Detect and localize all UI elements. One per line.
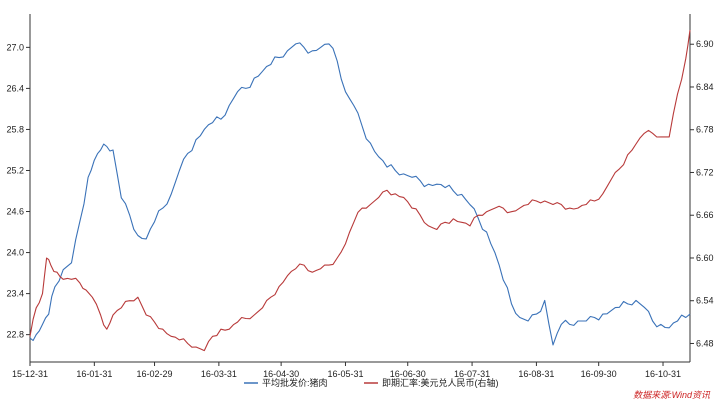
right-tick-label: 6.66 bbox=[696, 210, 714, 220]
left-axis-ticks: 22.8 23.4 24.0 24.6 25.2 25.8 26.4 27.0 bbox=[6, 42, 30, 340]
x-tick-label: 15-12-31 bbox=[12, 369, 48, 379]
x-tick-label: 16-07-31 bbox=[454, 369, 490, 379]
x-tick-label: 16-10-31 bbox=[645, 369, 681, 379]
x-axis-ticks: 15-12-31 16-01-31 16-02-29 16-03-31 16-04-30… bbox=[12, 362, 681, 379]
legend-label: 即期汇率:美元兑人民币(右轴) bbox=[382, 377, 499, 388]
legend: 平均批发价:猪肉 即期汇率:美元兑人民币(右轴) bbox=[244, 377, 499, 388]
right-tick-label: 6.54 bbox=[696, 296, 714, 306]
right-axis-ticks: 6.48 6.54 6.60 6.66 6.72 6.78 6.84 6.90 bbox=[690, 39, 714, 348]
left-tick-label: 24.6 bbox=[6, 207, 24, 217]
left-tick-label: 22.8 bbox=[6, 330, 24, 340]
left-tick-label: 25.2 bbox=[6, 165, 24, 175]
right-tick-label: 6.72 bbox=[696, 167, 714, 177]
x-tick-label: 16-03-31 bbox=[201, 369, 237, 379]
right-tick-label: 6.60 bbox=[696, 253, 714, 263]
right-tick-label: 6.84 bbox=[696, 82, 714, 92]
axes bbox=[29, 14, 691, 363]
x-tick-label: 16-02-29 bbox=[137, 369, 173, 379]
legend-label: 平均批发价:猪肉 bbox=[262, 377, 328, 388]
right-tick-label: 6.78 bbox=[696, 125, 714, 135]
x-tick-label: 16-01-31 bbox=[76, 369, 112, 379]
x-tick-label: 16-06-30 bbox=[390, 369, 426, 379]
series-line-pork-price bbox=[29, 42, 691, 346]
x-tick-label: 16-08-31 bbox=[518, 369, 554, 379]
right-tick-label: 6.90 bbox=[696, 39, 714, 49]
x-tick-label: 16-05-31 bbox=[327, 369, 363, 379]
left-tick-label: 25.8 bbox=[6, 124, 24, 134]
right-tick-label: 6.48 bbox=[696, 338, 714, 348]
left-tick-label: 26.4 bbox=[6, 83, 24, 93]
left-tick-label: 24.0 bbox=[6, 248, 24, 258]
series-line-exchange-rate bbox=[29, 29, 691, 352]
series-lines bbox=[29, 29, 691, 352]
left-tick-label: 23.4 bbox=[6, 289, 24, 299]
left-tick-label: 27.0 bbox=[6, 42, 24, 52]
source-note: 数据来源:Wind资讯 bbox=[633, 390, 711, 400]
x-tick-label: 16-04-30 bbox=[263, 369, 299, 379]
x-tick-label: 16-09-30 bbox=[581, 369, 617, 379]
